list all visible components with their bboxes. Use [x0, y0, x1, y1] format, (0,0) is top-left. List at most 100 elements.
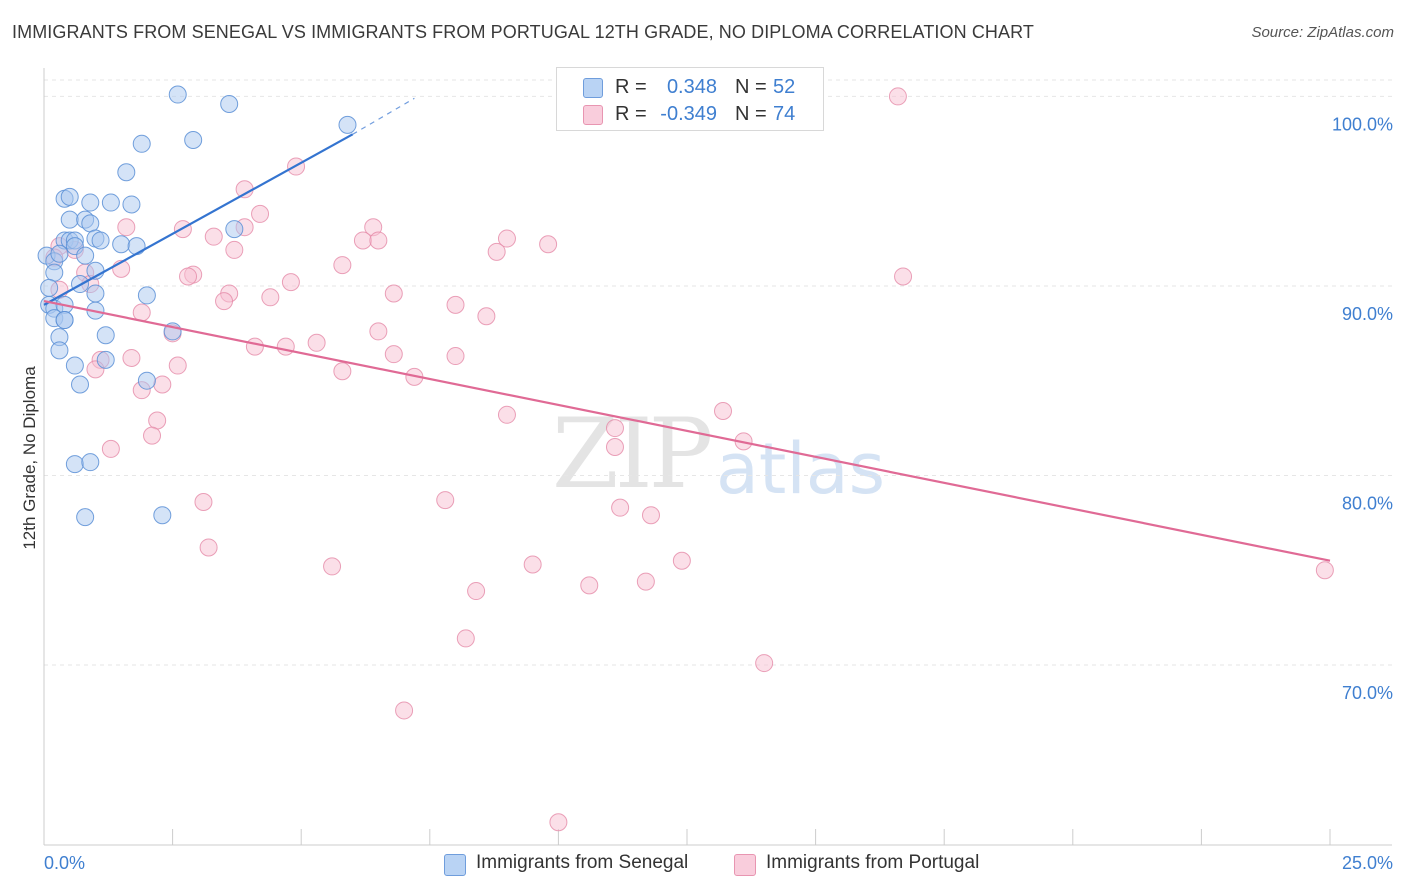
- senegal-trend-line: [43, 133, 354, 306]
- source-label: Source: ZipAtlas.com: [1251, 24, 1394, 41]
- portugal-point-42: [168, 356, 187, 375]
- portugal-point-51: [143, 426, 162, 445]
- senegal-point-42: [96, 350, 115, 369]
- portugal-point-61: [523, 555, 542, 574]
- senegal-point-48: [76, 508, 95, 527]
- legend-row-senegal: R = 0.348 N = 52: [557, 74, 823, 100]
- senegal-point-45: [137, 371, 156, 390]
- senegal-point-4: [184, 131, 203, 150]
- senegal-point-41: [50, 341, 69, 360]
- portugal-point-12: [487, 242, 506, 261]
- portugal-point-56: [436, 491, 455, 510]
- portugal-point-65: [1315, 561, 1334, 580]
- portugal-point-53: [605, 438, 624, 457]
- bottom-portugal-swatch: [734, 854, 756, 876]
- senegal-point-30: [137, 286, 156, 305]
- portugal-point-48: [497, 405, 516, 424]
- portugal-point-7: [204, 227, 223, 246]
- senegal-n-label: N =: [735, 76, 767, 98]
- senegal-point-29: [86, 284, 105, 303]
- portugal-point-57: [611, 498, 630, 517]
- portugal-point-11: [353, 231, 372, 250]
- senegal-point-19: [91, 231, 110, 250]
- senegal-swatch: [583, 78, 603, 98]
- senegal-point-13: [81, 214, 100, 233]
- senegal-point-9: [101, 193, 120, 212]
- portugal-trend-line: [43, 300, 1331, 562]
- portugal-point-26: [384, 284, 403, 303]
- senegal-r-label: R =: [615, 76, 647, 98]
- portugal-point-43: [333, 362, 352, 381]
- correlation-legend: R = 0.348 N = 52 R = -0.349 N = 74: [556, 67, 824, 131]
- senegal-r-value: 0.348: [666, 76, 717, 98]
- portugal-point-59: [199, 538, 218, 557]
- bottom-senegal-label: Immigrants from Senegal: [476, 852, 689, 873]
- portugal-point-20: [179, 267, 198, 286]
- portugal-point-73: [539, 235, 558, 254]
- chart-title: IMMIGRANTS FROM SENEGAL VS IMMIGRANTS FR…: [12, 22, 1034, 42]
- portugal-point-5: [117, 218, 136, 237]
- portugal-swatch: [583, 105, 603, 125]
- portugal-point-28: [215, 292, 234, 311]
- portugal-point-68: [755, 654, 774, 673]
- senegal-point-10: [122, 195, 141, 214]
- senegal-point-50: [50, 244, 69, 263]
- senegal-point-46: [65, 455, 84, 474]
- x-tick-label-min: 0.0%: [44, 853, 85, 873]
- grid-layer: [44, 79, 1392, 666]
- y-axis-label: 12th Grade, No Diploma: [20, 366, 39, 550]
- senegal-point-0: [168, 85, 187, 104]
- x-tick-label-max: 25.0%: [1342, 853, 1393, 873]
- bottom-portugal-label: Immigrants from Portugal: [766, 852, 980, 873]
- portugal-point-33: [369, 322, 388, 341]
- senegal-point-5: [117, 163, 136, 182]
- portugal-point-55: [194, 492, 213, 511]
- portugal-point-39: [122, 348, 141, 367]
- portugal-point-35: [276, 337, 295, 356]
- portugal-point-21: [894, 267, 913, 286]
- portugal-point-22: [281, 273, 300, 292]
- portugal-point-31: [477, 307, 496, 326]
- portugal-point-37: [384, 345, 403, 364]
- senegal-point-7: [60, 187, 79, 206]
- portugal-point-54: [101, 439, 120, 458]
- portugal-point-58: [641, 506, 660, 525]
- portugal-point-36: [307, 333, 326, 352]
- portugal-r-label: R =: [615, 103, 647, 125]
- senegal-point-44: [71, 375, 90, 394]
- senegal-point-1: [220, 95, 239, 114]
- portugal-point-27: [261, 288, 280, 307]
- portugal-point-16: [333, 256, 352, 275]
- portugal-point-67: [456, 629, 475, 648]
- portugal-point-49: [605, 419, 624, 438]
- y-tick-label-100: 100.0%: [1332, 114, 1393, 134]
- portugal-point-47: [714, 402, 733, 421]
- senegal-point-8: [81, 193, 100, 212]
- senegal-point-49: [153, 506, 172, 525]
- senegal-point-51: [127, 237, 146, 256]
- legend-row-portugal: R = -0.349 N = 74: [557, 101, 823, 127]
- senegal-n-value: 52: [773, 76, 796, 98]
- portugal-point-10: [497, 229, 516, 248]
- y-tick-label-80: 80.0%: [1342, 493, 1393, 513]
- portugal-point-66: [467, 582, 486, 601]
- senegal-point-25: [45, 263, 64, 282]
- portugal-point-60: [323, 557, 342, 576]
- portugal-point-45: [153, 375, 172, 394]
- tick-label-layer: 70.0% 80.0% 90.0% 100.0% 0.0% 25.0%: [44, 114, 1393, 873]
- portugal-points: [45, 85, 1334, 832]
- portugal-point-30: [132, 303, 151, 322]
- senegal-point-14: [225, 220, 244, 239]
- senegal-point-47: [81, 453, 100, 472]
- senegal-point-22: [76, 246, 95, 265]
- portugal-point-64: [580, 576, 599, 595]
- senegal-point-27: [40, 278, 59, 297]
- senegal-point-43: [65, 356, 84, 375]
- portugal-point-4: [251, 204, 270, 223]
- senegal-point-11: [60, 210, 79, 229]
- portugal-n-value: 74: [773, 103, 796, 125]
- senegal-point-40: [96, 326, 115, 345]
- axes-layer: [43, 68, 1392, 846]
- portugal-point-50: [148, 411, 167, 430]
